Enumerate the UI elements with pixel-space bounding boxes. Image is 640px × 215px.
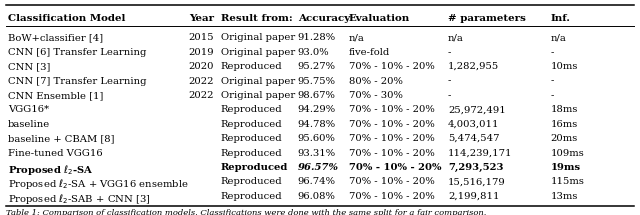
Text: Original paper: Original paper [221, 33, 295, 42]
Text: Fine-tuned VGG16: Fine-tuned VGG16 [8, 149, 102, 158]
Text: 5,474,547: 5,474,547 [448, 134, 499, 143]
Text: 93.0%: 93.0% [298, 48, 329, 57]
Text: 95.60%: 95.60% [298, 134, 335, 143]
Text: 115ms: 115ms [550, 177, 584, 186]
Text: 2020: 2020 [189, 62, 214, 71]
Text: 70% - 10% - 20%: 70% - 10% - 20% [349, 62, 435, 71]
Text: CNN [6] Transfer Learning: CNN [6] Transfer Learning [8, 48, 146, 57]
Text: Classification Model: Classification Model [8, 14, 125, 23]
Text: Reproduced: Reproduced [221, 192, 282, 201]
Text: 96.74%: 96.74% [298, 177, 335, 186]
Text: Original paper: Original paper [221, 77, 295, 86]
Text: 2015: 2015 [189, 33, 214, 42]
Text: 2,199,811: 2,199,811 [448, 192, 499, 201]
Text: -: - [448, 91, 451, 100]
Text: baseline + CBAM [8]: baseline + CBAM [8] [8, 134, 114, 143]
Text: Result from:: Result from: [221, 14, 292, 23]
Text: 114,239,171: 114,239,171 [448, 149, 513, 158]
Text: 19ms: 19ms [550, 163, 580, 172]
Text: Table 1: Comparison of classification models. Classifications were done with the: Table 1: Comparison of classification mo… [6, 209, 487, 215]
Text: 96.08%: 96.08% [298, 192, 335, 201]
Text: 98.67%: 98.67% [298, 91, 335, 100]
Text: CNN [7] Transfer Learning: CNN [7] Transfer Learning [8, 77, 146, 86]
Text: Proposed $\ell_2$-SAB + CNN [3]: Proposed $\ell_2$-SAB + CNN [3] [8, 192, 150, 206]
Text: Accuracy: Accuracy [298, 14, 350, 23]
Text: 10ms: 10ms [550, 62, 578, 71]
Text: Inf.: Inf. [550, 14, 570, 23]
Text: -: - [550, 48, 554, 57]
Text: 70% - 30%: 70% - 30% [349, 91, 403, 100]
Text: 70% - 10% - 20%: 70% - 10% - 20% [349, 163, 442, 172]
Text: 15,516,179: 15,516,179 [448, 177, 506, 186]
Text: 18ms: 18ms [550, 105, 578, 114]
Text: 80% - 20%: 80% - 20% [349, 77, 403, 86]
Text: 95.27%: 95.27% [298, 62, 335, 71]
Text: 2019: 2019 [189, 48, 214, 57]
Text: 70% - 10% - 20%: 70% - 10% - 20% [349, 120, 435, 129]
Text: 95.75%: 95.75% [298, 77, 335, 86]
Text: 94.78%: 94.78% [298, 120, 336, 129]
Text: VGG16*: VGG16* [8, 105, 49, 114]
Text: Evaluation: Evaluation [349, 14, 410, 23]
Text: Original paper: Original paper [221, 91, 295, 100]
Text: Reproduced: Reproduced [221, 134, 282, 143]
Text: 109ms: 109ms [550, 149, 584, 158]
Text: 70% - 10% - 20%: 70% - 10% - 20% [349, 149, 435, 158]
Text: CNN Ensemble [1]: CNN Ensemble [1] [8, 91, 103, 100]
Text: 93.31%: 93.31% [298, 149, 336, 158]
Text: baseline: baseline [8, 120, 50, 129]
Text: Proposed $\ell_2$-SA: Proposed $\ell_2$-SA [8, 163, 93, 177]
Text: Reproduced: Reproduced [221, 177, 282, 186]
Text: 13ms: 13ms [550, 192, 578, 201]
Text: 20ms: 20ms [550, 134, 578, 143]
Text: Reproduced: Reproduced [221, 149, 282, 158]
Text: -: - [448, 77, 451, 86]
Text: five-fold: five-fold [349, 48, 390, 57]
Text: Year: Year [189, 14, 214, 23]
Text: 70% - 10% - 20%: 70% - 10% - 20% [349, 192, 435, 201]
Text: 91.28%: 91.28% [298, 33, 336, 42]
Text: CNN [3]: CNN [3] [8, 62, 50, 71]
Text: 16ms: 16ms [550, 120, 578, 129]
Text: 70% - 10% - 20%: 70% - 10% - 20% [349, 105, 435, 114]
Text: n/a: n/a [448, 33, 464, 42]
Text: 70% - 10% - 20%: 70% - 10% - 20% [349, 177, 435, 186]
Text: -: - [550, 91, 554, 100]
Text: Proposed $\ell_2$-SA + VGG16 ensemble: Proposed $\ell_2$-SA + VGG16 ensemble [8, 177, 188, 191]
Text: -: - [550, 77, 554, 86]
Text: n/a: n/a [349, 33, 365, 42]
Text: 94.29%: 94.29% [298, 105, 336, 114]
Text: n/a: n/a [550, 33, 566, 42]
Text: 70% - 10% - 20%: 70% - 10% - 20% [349, 134, 435, 143]
Text: -: - [448, 48, 451, 57]
Text: Reproduced: Reproduced [221, 163, 288, 172]
Text: 2022: 2022 [189, 91, 214, 100]
Text: Reproduced: Reproduced [221, 105, 282, 114]
Text: 96.57%: 96.57% [298, 163, 339, 172]
Text: 7,293,523: 7,293,523 [448, 163, 504, 172]
Text: 1,282,955: 1,282,955 [448, 62, 499, 71]
Text: 25,972,491: 25,972,491 [448, 105, 506, 114]
Text: Original paper: Original paper [221, 48, 295, 57]
Text: # parameters: # parameters [448, 14, 526, 23]
Text: Reproduced: Reproduced [221, 120, 282, 129]
Text: 2022: 2022 [189, 77, 214, 86]
Text: Reproduced: Reproduced [221, 62, 282, 71]
Text: 4,003,011: 4,003,011 [448, 120, 499, 129]
Text: BoW+classifier [4]: BoW+classifier [4] [8, 33, 103, 42]
